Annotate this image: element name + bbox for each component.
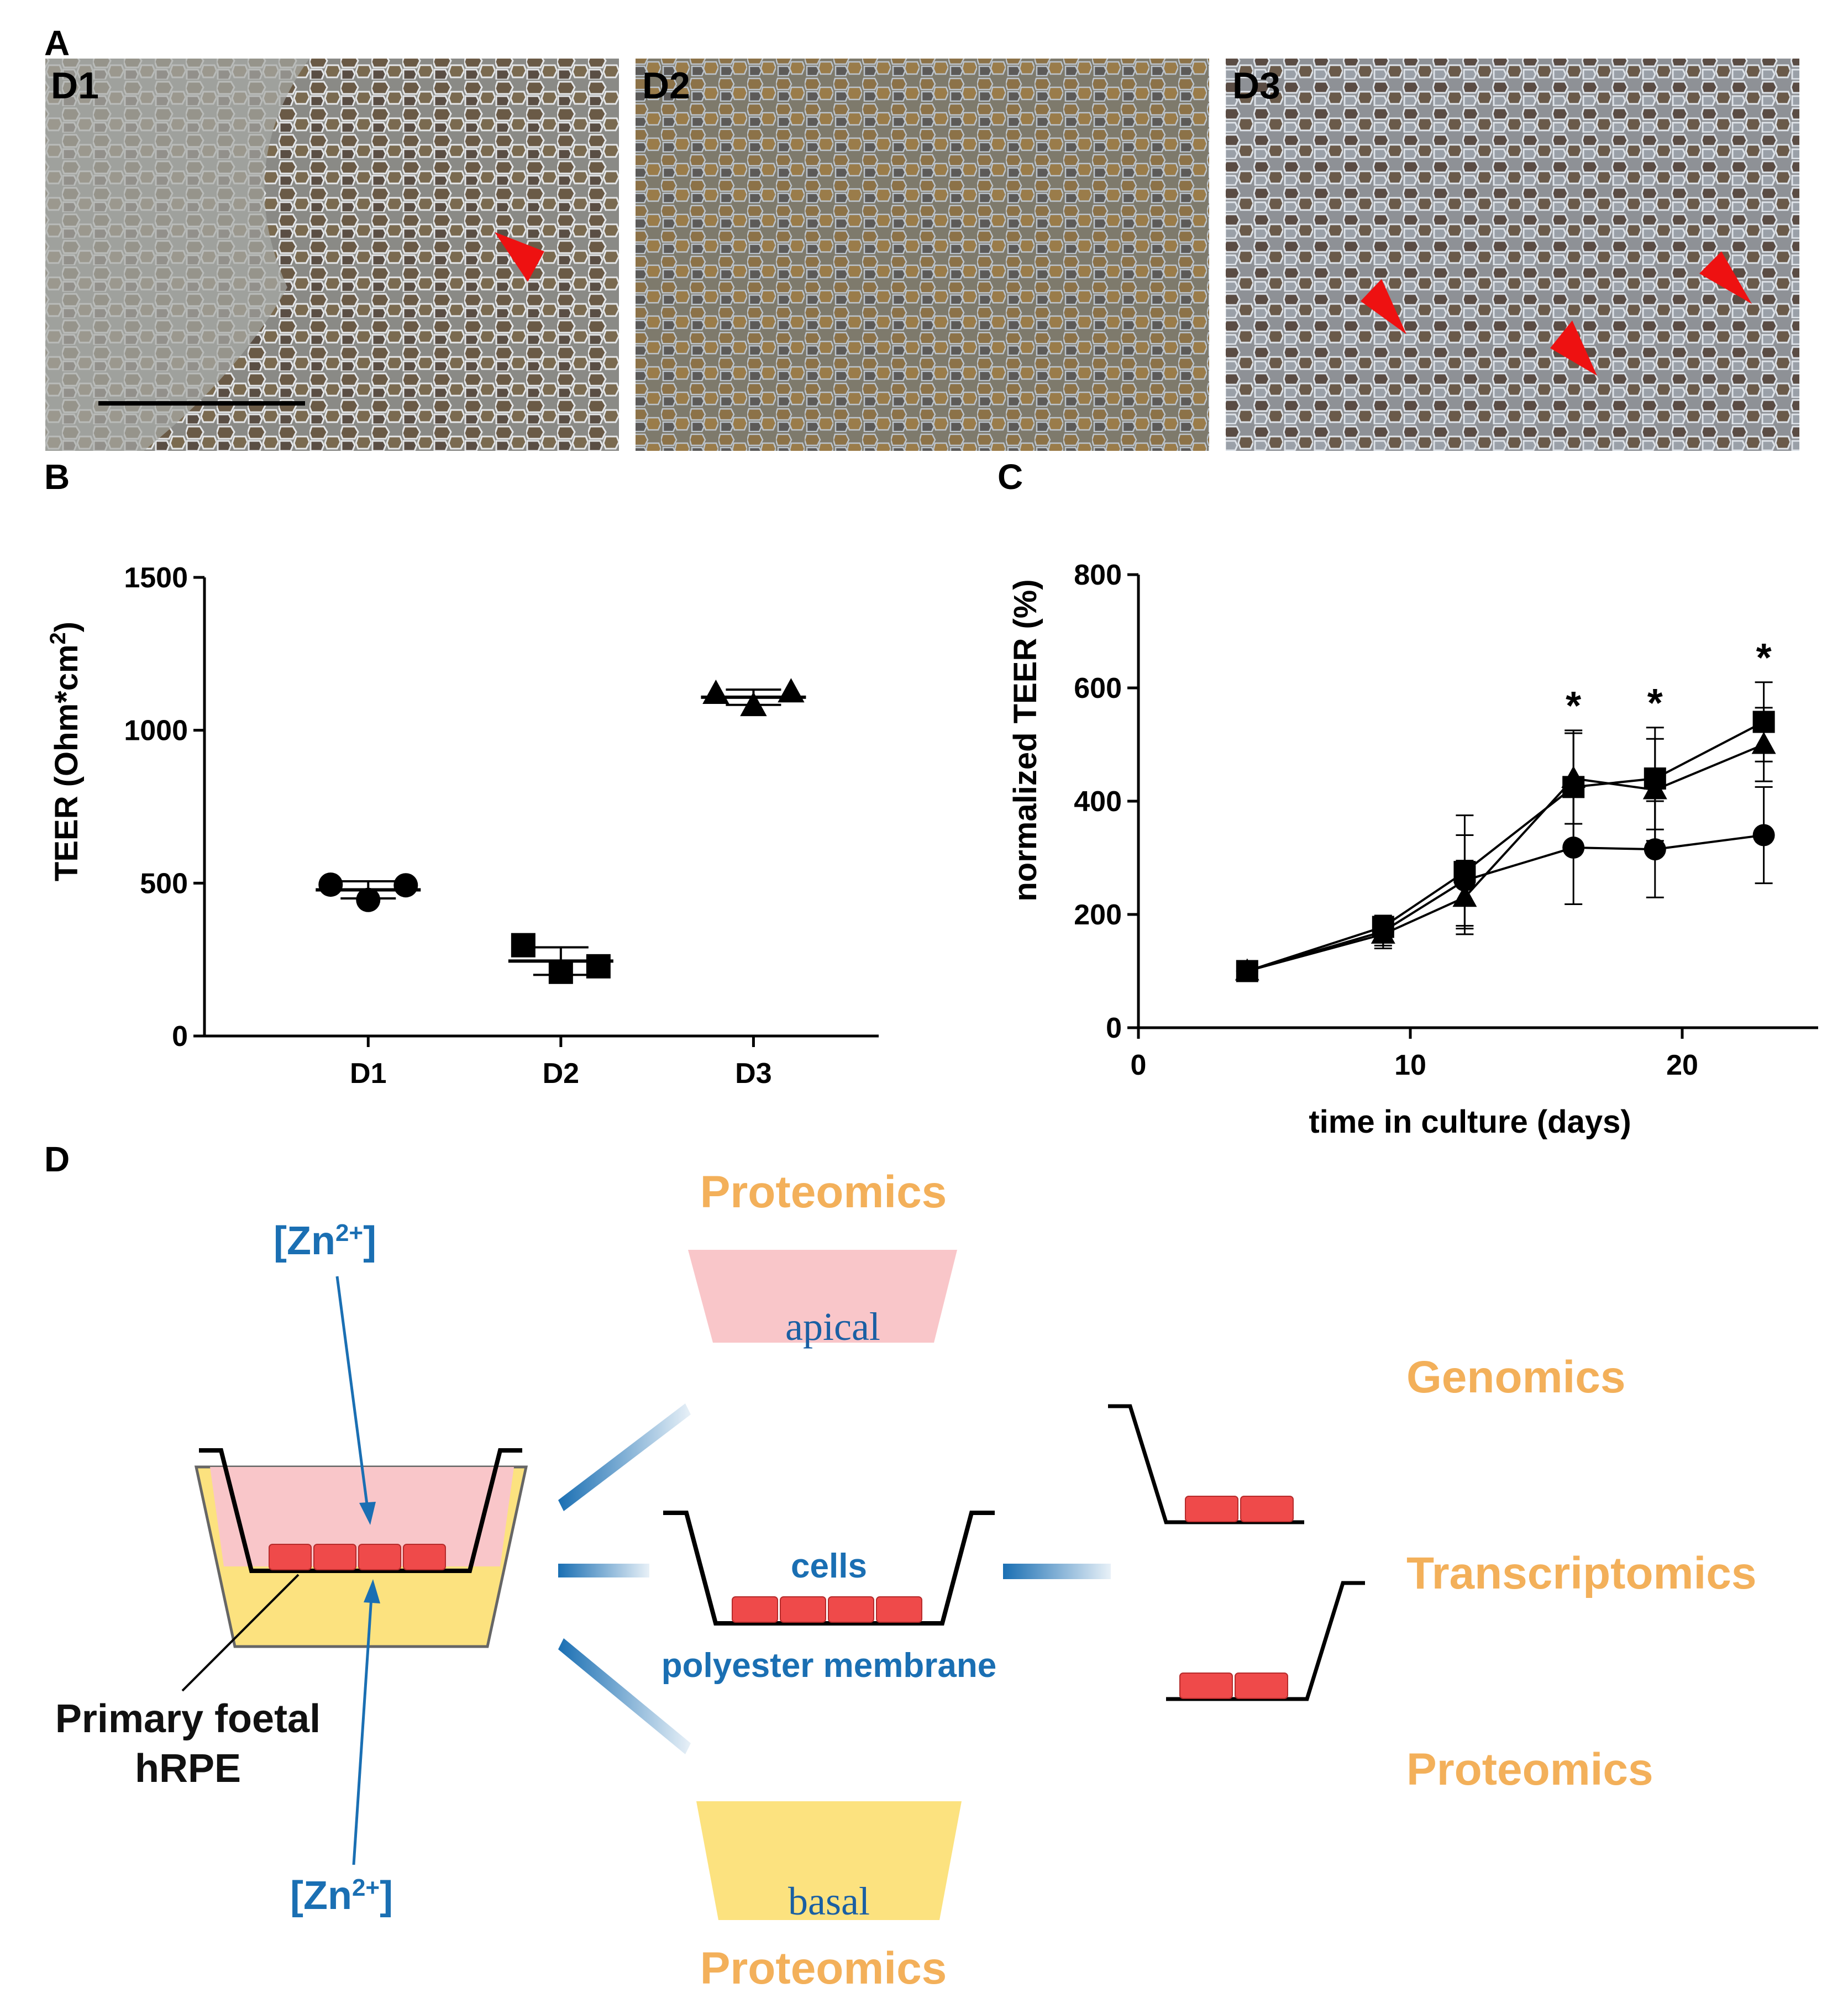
x-tick-label: D2 xyxy=(543,1058,579,1090)
cells-label: cells xyxy=(791,1547,867,1585)
data-point xyxy=(1751,732,1776,754)
micrograph-d1: D1 xyxy=(45,59,619,451)
cell xyxy=(732,1596,778,1623)
apical-label: apical xyxy=(785,1305,880,1349)
data-point xyxy=(1371,921,1395,944)
x-tick-label: 10 xyxy=(1394,1049,1426,1081)
micrograph-label: D2 xyxy=(642,65,690,107)
zinc-label-top: [Zn2+] xyxy=(274,1219,376,1263)
data-point xyxy=(1644,838,1666,861)
cell-type-label: Primary foetal xyxy=(55,1697,321,1741)
significance-marker: * xyxy=(1566,684,1581,728)
data-point xyxy=(548,959,573,984)
series-line xyxy=(1247,720,1765,972)
y-tick-label: 1500 xyxy=(124,562,188,594)
proteomics-basal-label: Proteomics xyxy=(700,1943,947,1994)
arrowhead-icon xyxy=(495,232,544,282)
y-tick-label: 1000 xyxy=(124,715,188,747)
cell-type-label: hRPE xyxy=(135,1747,241,1791)
arrowhead-icon xyxy=(1699,251,1752,304)
data-point xyxy=(393,873,418,898)
membrane-label: polyester membrane xyxy=(662,1647,996,1685)
y-tick-label: 400 xyxy=(1074,786,1122,818)
proteomics-apical-label: Proteomics xyxy=(700,1167,947,1217)
cell xyxy=(1179,1673,1233,1699)
cell xyxy=(1185,1496,1238,1522)
teer-scatter-chart: TEER (Ohm*cm2) 0 500 1000 1500 D1 D2 D3 xyxy=(46,562,879,1090)
x-tick-label: D3 xyxy=(735,1058,771,1090)
panel-label-c: C xyxy=(998,457,1023,497)
y-tick-label: 0 xyxy=(172,1021,188,1053)
cut-membrane-upper xyxy=(1108,1404,1304,1524)
cell xyxy=(403,1544,446,1570)
series-line xyxy=(1247,743,1765,972)
y-tick-label: 500 xyxy=(140,867,188,900)
y-tick-label: 200 xyxy=(1074,899,1122,931)
y-axis-label: TEER (Ohm*cm2) xyxy=(46,622,85,881)
data-point xyxy=(586,954,611,979)
significance-marker: * xyxy=(1756,636,1772,680)
micrograph-d3: D3 xyxy=(1226,59,1799,451)
data-point xyxy=(1452,885,1477,907)
arrow-to-apical xyxy=(558,1403,691,1511)
basal-label: basal xyxy=(788,1879,870,1923)
panel-label-d: D xyxy=(44,1139,70,1179)
micrograph-label: D1 xyxy=(51,65,99,107)
x-tick-label: 0 xyxy=(1131,1049,1147,1081)
genomics-label: Genomics xyxy=(1406,1352,1625,1402)
proteomics-cells-label: Proteomics xyxy=(1406,1744,1653,1795)
apical-medium xyxy=(210,1467,514,1566)
arrowhead-icon xyxy=(1361,279,1406,334)
y-tick-label: 0 xyxy=(1106,1012,1122,1044)
series-line xyxy=(1247,834,1764,972)
zinc-arrow-top xyxy=(335,1276,369,1509)
y-tick-label: 600 xyxy=(1074,672,1122,704)
transcriptomics-label: Transcriptomics xyxy=(1406,1548,1756,1598)
cell xyxy=(1240,1496,1294,1522)
data-point xyxy=(318,872,343,897)
y-tick-label: 800 xyxy=(1074,559,1122,591)
y-axis-label: normalized TEER (%) xyxy=(1007,579,1043,901)
cell xyxy=(269,1544,312,1570)
data-point xyxy=(702,679,729,704)
x-tick-label: 20 xyxy=(1666,1049,1698,1081)
x-axis-label: time in culture (days) xyxy=(1309,1104,1631,1140)
zinc-label-bottom: [Zn2+] xyxy=(290,1874,393,1918)
arrow-to-cells xyxy=(558,1564,649,1577)
data-point xyxy=(1235,958,1259,981)
cut-membrane-lower xyxy=(1166,1581,1365,1701)
micrograph-label: D3 xyxy=(1232,65,1280,107)
data-point xyxy=(1642,777,1667,800)
basal-fraction xyxy=(696,1801,962,1920)
cell xyxy=(876,1596,922,1623)
arrowhead-icon xyxy=(1550,320,1597,376)
data-point xyxy=(740,692,767,717)
cell xyxy=(1235,1673,1288,1699)
x-tick-label: D1 xyxy=(350,1058,386,1090)
data-point xyxy=(1562,837,1585,859)
data-point xyxy=(1561,766,1586,788)
data-point xyxy=(1752,824,1775,846)
cell xyxy=(828,1596,874,1623)
arrow-to-basal xyxy=(558,1638,691,1754)
zinc-arrow-bottom xyxy=(352,1596,373,1865)
data-point xyxy=(778,678,805,703)
significance-marker: * xyxy=(1647,681,1663,725)
insert-outline xyxy=(199,1448,522,1573)
arrow-to-split xyxy=(1003,1564,1111,1579)
normalized-teer-line-chart: normalized TEER (%) time in culture (day… xyxy=(1007,559,1818,1140)
data-point xyxy=(356,887,381,912)
micrograph-d2: D2 xyxy=(636,59,1209,451)
cell xyxy=(358,1544,401,1570)
callout-line xyxy=(181,1574,300,1692)
apical-fraction xyxy=(688,1250,957,1343)
cell xyxy=(780,1596,826,1623)
panel-label-b: B xyxy=(44,457,70,497)
panel-label-a: A xyxy=(44,23,70,63)
transwell-schematic: [Zn2+] [Zn2+] Primary foetal hRPE xyxy=(55,1219,528,1918)
cell xyxy=(313,1544,356,1570)
data-point xyxy=(511,933,536,958)
